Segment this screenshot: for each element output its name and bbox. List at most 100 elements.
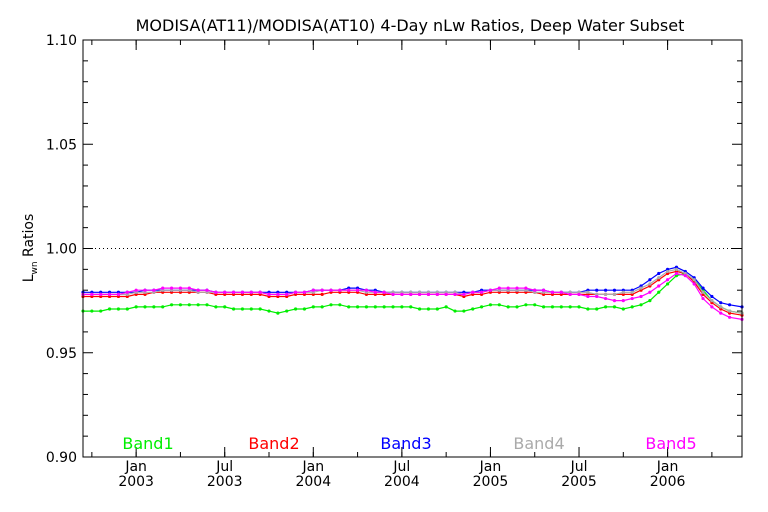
data-point-band5 bbox=[302, 290, 307, 294]
data-point-band5 bbox=[249, 290, 253, 294]
data-point-band5 bbox=[293, 290, 298, 294]
y-tick-label: 0.95 bbox=[46, 346, 77, 362]
data-point-band1 bbox=[595, 307, 599, 311]
data-point-band4 bbox=[710, 299, 714, 303]
data-point-band4 bbox=[630, 290, 634, 294]
data-point-band5 bbox=[568, 292, 572, 296]
data-point-band5 bbox=[134, 288, 138, 292]
data-point-band1 bbox=[205, 303, 209, 307]
legend: Band1 Band2 Band3 Band4 Band5 bbox=[122, 434, 696, 453]
data-point-band5 bbox=[541, 288, 546, 292]
data-point-band5 bbox=[435, 292, 439, 296]
data-point-band5 bbox=[533, 288, 537, 292]
legend-item-band2: Band2 bbox=[248, 434, 299, 453]
data-point-band1 bbox=[533, 303, 537, 307]
data-point-band3 bbox=[612, 288, 617, 292]
x-tick-label-year: 2004 bbox=[295, 474, 331, 490]
data-point-band5 bbox=[364, 288, 369, 292]
data-point-band1 bbox=[382, 305, 386, 309]
data-point-band5 bbox=[595, 294, 599, 299]
data-point-band1 bbox=[488, 303, 493, 307]
data-point-band5 bbox=[409, 292, 413, 296]
data-point-band5 bbox=[116, 292, 121, 296]
x-axis: Jan2003Jul2003Jan2004Jul2004Jan2005Jul20… bbox=[91, 40, 713, 490]
data-point-band3 bbox=[595, 288, 599, 292]
x-tick-label-month: Jan bbox=[301, 459, 324, 475]
data-point-band3 bbox=[710, 294, 714, 299]
data-point-band1 bbox=[161, 305, 165, 309]
data-point-band5 bbox=[559, 290, 563, 294]
data-point-band1 bbox=[497, 303, 501, 307]
data-point-band1 bbox=[621, 307, 625, 311]
data-point-band1 bbox=[665, 282, 670, 286]
data-point-band1 bbox=[311, 305, 315, 309]
data-point-band5 bbox=[152, 288, 156, 292]
data-point-band5 bbox=[453, 292, 457, 296]
data-point-band1 bbox=[196, 303, 200, 307]
data-point-band5 bbox=[107, 292, 112, 296]
data-point-band4 bbox=[674, 267, 679, 271]
data-point-band4 bbox=[648, 282, 652, 286]
data-point-band5 bbox=[674, 271, 679, 276]
data-point-band5 bbox=[621, 299, 625, 303]
data-point-band4 bbox=[621, 290, 625, 294]
data-point-band5 bbox=[479, 290, 484, 294]
y-tick-label: 0.90 bbox=[46, 450, 77, 466]
data-point-band5 bbox=[550, 290, 555, 294]
y-tick-label: 1.10 bbox=[46, 33, 77, 49]
data-point-band5 bbox=[603, 296, 608, 301]
y-axis: 1.10 1.05 1.00 0.95 0.90 bbox=[46, 33, 742, 466]
data-point-band1 bbox=[152, 305, 156, 309]
data-point-band3 bbox=[719, 301, 723, 305]
data-point-band2 bbox=[320, 292, 324, 296]
data-point-band5 bbox=[701, 296, 705, 301]
data-point-band1 bbox=[612, 305, 617, 309]
y-tick-label: 1.05 bbox=[46, 137, 77, 153]
data-point-band1 bbox=[320, 305, 324, 309]
data-point-band1 bbox=[285, 309, 289, 313]
data-point-band5 bbox=[143, 288, 147, 292]
data-point-band5 bbox=[665, 278, 670, 282]
data-point-band1 bbox=[559, 305, 563, 309]
data-point-band5 bbox=[683, 274, 687, 278]
data-point-band1 bbox=[347, 305, 351, 309]
data-point-band1 bbox=[515, 305, 519, 309]
x-tick-label-year: 2006 bbox=[650, 474, 686, 490]
data-point-band1 bbox=[364, 305, 369, 309]
data-point-band1 bbox=[426, 307, 431, 311]
data-point-band5 bbox=[444, 292, 448, 296]
data-point-band1 bbox=[479, 305, 484, 309]
data-point-band5 bbox=[338, 288, 342, 292]
data-point-band1 bbox=[586, 307, 590, 311]
data-point-band1 bbox=[143, 305, 147, 309]
data-point-band4 bbox=[586, 290, 590, 294]
data-point-band1 bbox=[603, 305, 608, 309]
data-point-band4 bbox=[701, 290, 705, 294]
data-point-band1 bbox=[400, 305, 404, 309]
data-point-band5 bbox=[311, 288, 315, 292]
data-point-band1 bbox=[258, 307, 262, 311]
data-point-band1 bbox=[462, 309, 466, 313]
data-point-band5 bbox=[639, 294, 643, 299]
data-point-band1 bbox=[577, 305, 581, 309]
data-point-band1 bbox=[648, 299, 652, 303]
data-point-band5 bbox=[506, 286, 510, 290]
data-point-band3 bbox=[701, 286, 705, 290]
data-point-band5 bbox=[90, 292, 94, 296]
x-tick-label-month: Jan bbox=[656, 459, 679, 475]
data-point-band5 bbox=[205, 288, 209, 292]
data-point-band1 bbox=[409, 305, 413, 309]
data-point-band1 bbox=[506, 305, 510, 309]
data-point-band5 bbox=[391, 292, 395, 296]
data-point-band5 bbox=[488, 288, 493, 292]
data-point-band5 bbox=[196, 288, 200, 292]
x-tick-label-year: 2003 bbox=[207, 474, 243, 490]
data-point-band1 bbox=[630, 305, 634, 309]
data-point-band5 bbox=[231, 290, 236, 294]
x-tick-label-year: 2005 bbox=[473, 474, 509, 490]
data-point-band1 bbox=[639, 303, 643, 307]
data-point-band5 bbox=[727, 315, 732, 319]
legend-item-band5: Band5 bbox=[645, 434, 696, 453]
legend-item-band1: Band1 bbox=[122, 434, 173, 453]
data-point-band5 bbox=[586, 294, 590, 299]
